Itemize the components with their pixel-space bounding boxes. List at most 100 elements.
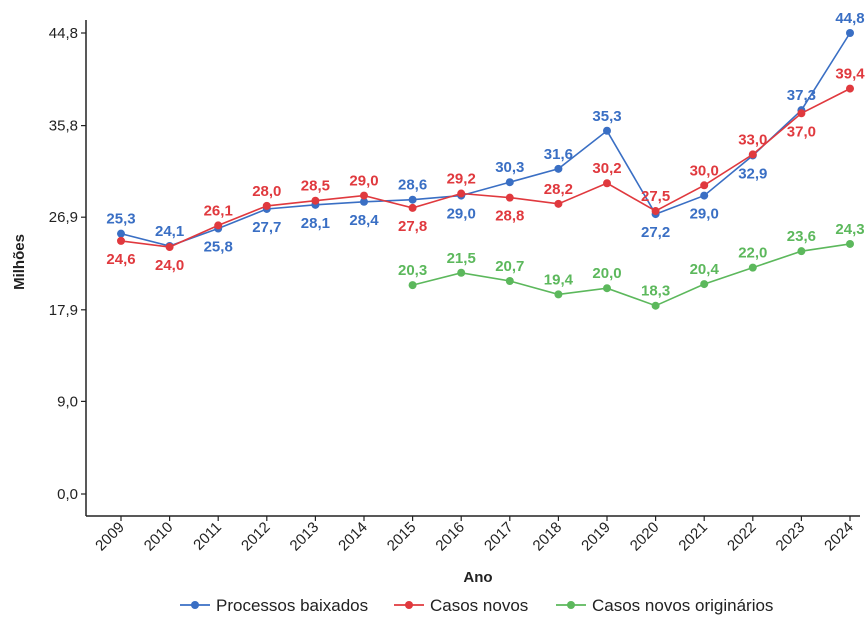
data-label: 27,5 (641, 188, 670, 205)
legend-marker (567, 601, 575, 609)
x-axis-title: Ano (463, 569, 492, 586)
legend-item: Processos baixados (180, 596, 368, 615)
data-point (360, 191, 368, 200)
x-tick-label: 2017 (481, 519, 517, 555)
data-label: 28,4 (349, 212, 379, 229)
data-label: 25,8 (204, 239, 233, 256)
series-line (412, 243, 851, 307)
data-point (846, 239, 854, 248)
data-point (651, 207, 660, 216)
axes: 0,0 9,0 17,9 26,9 35,8 44,8 2009 2010 2011 2012 20… (49, 20, 860, 554)
legend-marker (405, 601, 413, 609)
data-label: 31,6 (544, 146, 573, 163)
data-point (748, 150, 757, 159)
data-label: 24,3 (835, 221, 864, 238)
data-point (457, 268, 466, 277)
data-point (408, 281, 417, 290)
data-label: 26,1 (204, 202, 233, 219)
data-label: 30,2 (592, 160, 621, 177)
data-point (797, 247, 806, 256)
data-point (554, 290, 563, 299)
data-label: 21,5 (447, 250, 476, 267)
x-tick-label: 2015 (384, 519, 420, 555)
data-point (797, 109, 806, 118)
data-label: 32,9 (738, 165, 767, 182)
x-tick-label: 2018 (530, 519, 566, 555)
data-point (214, 221, 223, 230)
x-tick-label: 2016 (432, 519, 468, 555)
x-tick-label: 2014 (335, 519, 371, 555)
data-label: 29,0 (447, 206, 476, 223)
x-tick-label: 2013 (287, 519, 323, 555)
data-point (554, 199, 563, 208)
x-tick-label: 2010 (141, 519, 177, 555)
x-tick-label: 2012 (238, 519, 274, 555)
data-point (700, 280, 709, 289)
legend-marker (191, 601, 199, 609)
data-labels: 25,3 24,1 25,8 27,7 28,1 28,4 28,6 29,0 30,3 31,6… (106, 10, 865, 300)
data-label: 28,5 (301, 178, 330, 195)
legend-label: Processos baixados (216, 596, 368, 615)
data-point (554, 164, 563, 173)
legend-item: Casos novos originários (556, 596, 773, 615)
y-tick-label: 44,8 (49, 25, 78, 42)
data-point (408, 195, 417, 204)
series-2 (117, 84, 854, 252)
y-axis-title: Milhões (11, 234, 28, 290)
data-point (360, 197, 368, 206)
x-tick-label: 2021 (675, 519, 711, 555)
y-tick-label: 9,0 (57, 393, 78, 410)
y-tick-label: 17,9 (49, 302, 78, 319)
data-point (603, 179, 611, 188)
x-tick-label: 2011 (190, 519, 225, 554)
data-label: 20,7 (495, 258, 524, 275)
legend-label: Casos novos originários (592, 596, 773, 615)
data-label: 27,8 (398, 218, 427, 235)
series-3 (408, 239, 854, 310)
data-label: 27,2 (641, 224, 670, 241)
series-layer (117, 29, 854, 310)
data-label: 20,0 (592, 265, 621, 282)
data-label: 29,2 (447, 171, 476, 188)
series-line (120, 32, 851, 247)
data-point (311, 196, 320, 205)
data-label: 35,3 (592, 108, 621, 125)
data-label: 23,6 (787, 228, 816, 245)
legend-label: Casos novos (430, 596, 528, 615)
data-label: 24,1 (155, 223, 184, 240)
x-tick-label: 2009 (92, 519, 128, 555)
data-point (117, 229, 125, 238)
data-point (603, 126, 611, 135)
data-point (748, 263, 757, 272)
data-label: 28,1 (301, 215, 330, 232)
data-point (505, 178, 514, 187)
data-label: 39,4 (835, 66, 865, 83)
data-label: 20,3 (398, 262, 427, 279)
x-tick-label: 2019 (578, 519, 614, 555)
x-tick-label: 2022 (724, 519, 760, 555)
x-tick-label: 2020 (627, 519, 663, 555)
data-label: 30,0 (690, 162, 719, 179)
legend: Processos baixados Casos novos Casos novos… (180, 596, 773, 615)
x-tick-label: 2023 (773, 519, 809, 555)
data-point (700, 181, 709, 190)
data-point (457, 189, 466, 198)
data-label: 20,4 (690, 261, 720, 278)
data-label: 29,0 (349, 173, 378, 190)
y-tick-label: 0,0 (57, 486, 78, 503)
data-label: 30,3 (495, 159, 524, 176)
data-label: 28,8 (495, 208, 524, 225)
data-label: 25,3 (106, 211, 135, 228)
data-label: 28,6 (398, 177, 427, 194)
data-point (700, 191, 709, 200)
data-label: 27,7 (252, 219, 281, 236)
data-label: 24,6 (106, 251, 135, 268)
data-label: 28,2 (544, 181, 573, 198)
data-label: 22,0 (738, 245, 767, 262)
data-point (651, 301, 660, 310)
data-label: 37,0 (787, 123, 816, 140)
series-line (120, 87, 851, 248)
data-point (505, 276, 514, 285)
data-point (846, 29, 854, 37)
